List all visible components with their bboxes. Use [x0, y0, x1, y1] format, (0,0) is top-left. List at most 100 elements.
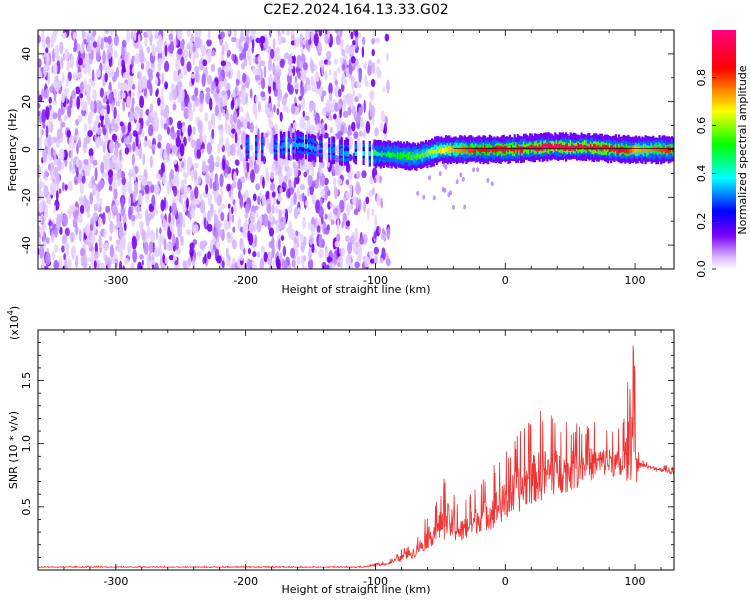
- noise-blob: [76, 157, 79, 168]
- noise-blob: [385, 258, 391, 267]
- noise-blob: [327, 30, 330, 39]
- noise-blob: [158, 44, 163, 54]
- noise-blob: [171, 202, 177, 216]
- noise-blob: [337, 178, 343, 186]
- noise-blob: [135, 133, 139, 147]
- noise-blob: [302, 110, 305, 118]
- noise-blob: [367, 207, 370, 221]
- noise-blob: [220, 60, 227, 67]
- noise-blob: [337, 103, 342, 110]
- noise-blob: [127, 195, 132, 207]
- noise-blob: [131, 153, 135, 166]
- noise-blob: [490, 181, 494, 187]
- noise-blob: [41, 256, 45, 268]
- noise-blob: [338, 88, 342, 98]
- noise-blob: [102, 212, 106, 225]
- noise-blob: [46, 237, 50, 245]
- noise-blob: [289, 186, 294, 195]
- snr-x-tick-label: -100: [363, 575, 388, 588]
- noise-blob: [341, 49, 346, 57]
- noise-blob: [137, 174, 143, 181]
- noise-blob: [70, 149, 74, 163]
- noise-blob: [196, 149, 202, 160]
- noise-blob: [155, 227, 159, 240]
- snr-ticks: -300 -200 -100 0 100 0.5 1.0 1.5: [20, 330, 674, 588]
- noise-blob: [214, 104, 219, 117]
- noise-blob: [226, 124, 231, 136]
- noise-blob: [279, 58, 285, 68]
- noise-blob: [42, 38, 46, 49]
- noise-blob: [272, 260, 275, 269]
- noise-blob: [166, 180, 172, 195]
- noise-blob: [242, 72, 247, 84]
- noise-blob: [428, 175, 432, 181]
- noise-blob: [180, 98, 185, 112]
- signal-cell: [502, 146, 505, 154]
- noise-blob: [104, 72, 108, 83]
- signal-cell: [566, 143, 569, 150]
- noise-blob: [265, 107, 271, 116]
- noise-blob: [108, 52, 112, 60]
- noise-blob: [269, 227, 274, 237]
- noise-blob: [186, 197, 189, 210]
- signal-cell: [613, 146, 616, 153]
- signal-cell: [593, 143, 596, 150]
- noise-blob: [108, 185, 113, 192]
- noise-blob: [90, 233, 96, 245]
- signal-cell: [420, 153, 423, 159]
- noise-blob: [84, 169, 91, 177]
- noise-blob: [231, 128, 236, 134]
- noise-blob: [486, 177, 490, 183]
- noise-blob: [83, 77, 87, 91]
- noise-blob: [211, 128, 215, 140]
- noise-blob: [279, 187, 283, 194]
- noise-blob: [261, 194, 267, 207]
- snr-y-tick-label: 1.0: [20, 435, 33, 453]
- noise-blob: [111, 156, 118, 164]
- noise-blob: [252, 263, 257, 269]
- noise-blob: [252, 193, 257, 202]
- noise-blob: [351, 105, 356, 116]
- noise-blob: [376, 193, 381, 207]
- noise-blob: [153, 262, 159, 269]
- noise-blob: [366, 80, 369, 88]
- noise-blob: [170, 130, 177, 140]
- noise-blob: [154, 184, 160, 196]
- noise-blob: [308, 248, 312, 261]
- noise-blob: [173, 159, 178, 165]
- noise-blob: [95, 137, 101, 149]
- noise-blob: [343, 54, 348, 61]
- noise-blob: [121, 176, 126, 186]
- noise-blob: [230, 143, 236, 156]
- noise-blob: [385, 52, 389, 62]
- noise-blob: [315, 75, 320, 82]
- noise-blob: [288, 179, 292, 189]
- noise-blob: [195, 36, 201, 46]
- noise-blob: [161, 172, 167, 185]
- noise-blob: [248, 222, 254, 235]
- noise-blob: [94, 167, 98, 181]
- noise-blob: [115, 66, 120, 78]
- noise-blob: [145, 119, 150, 127]
- signal-cell: [465, 147, 468, 152]
- signal-cell: [373, 149, 376, 156]
- noise-blob: [296, 37, 300, 48]
- noise-blob: [267, 75, 273, 87]
- noise-blob: [75, 224, 78, 236]
- noise-blob: [345, 192, 351, 200]
- noise-blob: [38, 103, 41, 109]
- noise-blob: [257, 195, 261, 206]
- noise-blob: [136, 230, 140, 242]
- noise-blob: [311, 194, 317, 205]
- signal-cell: [438, 149, 441, 154]
- noise-blob: [216, 228, 223, 238]
- noise-blob: [290, 247, 296, 259]
- snr-y-label: SNR (10 * v/v): [7, 411, 20, 489]
- signal-cell: [460, 147, 463, 152]
- noise-blob: [154, 123, 159, 133]
- noise-blob: [166, 242, 171, 251]
- noise-blob: [327, 212, 333, 222]
- noise-blob: [303, 254, 307, 262]
- noise-blob: [220, 188, 224, 198]
- signal-cell: [491, 146, 494, 153]
